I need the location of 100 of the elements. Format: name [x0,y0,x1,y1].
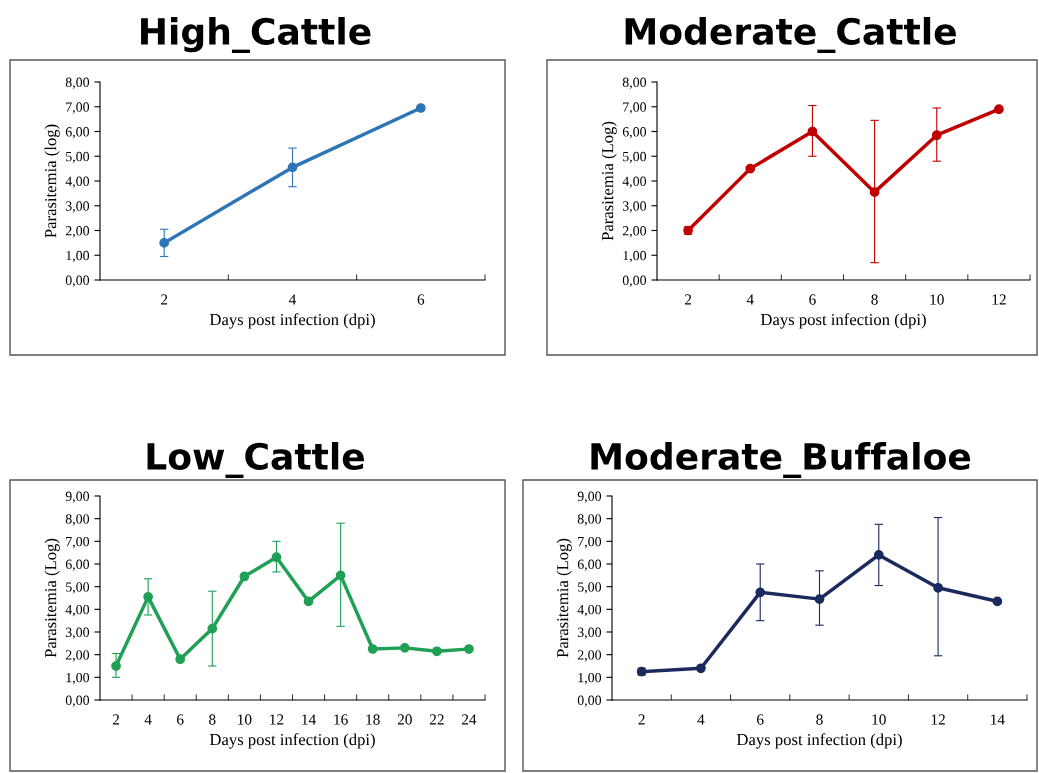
y-tick-label: 0,00 [622,275,647,287]
y-tick-label: 8,00 [65,514,90,526]
y-tick-label: 4,00 [577,604,602,617]
point [175,654,186,665]
point [111,661,121,671]
point [415,103,426,113]
chart-title: Low_Cattle [147,442,364,478]
y-tick-label: 3,00 [65,627,90,639]
point [287,162,298,173]
x-tick-label: 2 [112,714,120,725]
y-tick-label: 3,00 [65,201,90,213]
chart-title: High_Cattle [141,17,371,53]
y-tick-label: 8,00 [577,514,602,526]
x-tick-label: 16 [334,714,348,725]
y-tick-label: 1,00 [623,250,647,263]
point [143,592,153,602]
x-tick-label: 4 [697,714,705,725]
x-tick-label: 10 [238,714,252,725]
point [432,646,442,657]
x-tick-label: 6 [417,294,425,305]
x-tick-label: 4 [746,294,754,305]
x-tick-label: 10 [930,294,944,305]
y-tick-label: 7,00 [66,536,90,549]
x-tick-label: 20 [397,714,412,725]
y-tick-label: 0,00 [65,695,90,707]
x-tick-label: 8 [871,294,878,305]
y-tick-label: 5,00 [578,582,602,594]
y-tick-label: 7,00 [66,102,90,114]
point [207,623,218,634]
point [159,238,170,248]
point [745,163,756,174]
y-tick-label: 1,00 [66,672,90,685]
x-tick-label: 18 [366,714,380,725]
y-axis-title: Parasitemia (log) [44,124,60,238]
x-tick-label: 12 [270,714,284,725]
point [755,587,766,598]
y-tick-label: 0,00 [65,275,90,287]
y-axis-title: Parasitemia (Log) [44,538,60,658]
point [303,596,314,607]
point [992,596,1003,607]
point [807,126,818,137]
x-tick-label: 4 [144,714,152,725]
x-tick-label: 24 [461,714,477,725]
x-tick-label: 6 [177,714,184,725]
x-axis-title: Days post infection (dpi) [209,733,375,749]
point [933,582,943,593]
y-tick-label: 5,00 [66,151,90,164]
x-tick-label: 12 [992,294,1006,305]
x-tick-label: 14 [991,714,1005,725]
y-tick-label: 6,00 [65,127,90,139]
x-axis-title: Days post infection (dpi) [760,313,926,329]
x-tick-label: 6 [757,714,764,725]
y-tick-label: 4,00 [65,604,90,617]
y-tick-label: 1,00 [66,250,90,263]
y-tick-label: 7,00 [578,536,602,549]
point [271,552,282,563]
y-tick-label: 8,00 [65,77,90,89]
x-axis-title: Days post infection (dpi) [209,313,375,329]
point [367,644,378,654]
y-tick-label: 2,00 [622,226,647,238]
point [994,104,1004,115]
x-tick-label: 8 [209,714,216,725]
chart-title: Moderate_Buffaloe [591,442,971,478]
point [335,570,346,581]
y-axis-title: Parasitemia (Log) [556,538,572,658]
point [399,643,410,653]
x-tick-label: 22 [429,714,444,725]
point [873,550,884,560]
chart-title: Moderate_Cattle [625,17,956,53]
y-tick-label: 6,00 [622,127,647,139]
y-tick-label: 5,00 [66,582,90,594]
y-tick-label: 9,00 [577,491,602,503]
point [464,644,474,654]
point [814,594,825,604]
x-tick-label: 2 [684,294,692,305]
y-tick-label: 3,00 [577,627,602,639]
y-tick-label: 2,00 [65,650,90,662]
y-tick-label: 0,00 [577,695,602,707]
x-tick-label: 12 [931,714,945,725]
y-tick-label: 5,00 [623,151,647,164]
x-tick-label: 4 [288,294,297,305]
y-tick-label: 6,00 [577,559,602,571]
x-tick-label: 10 [872,714,886,725]
point [696,663,706,674]
y-tick-label: 9,00 [65,491,90,503]
y-tick-label: 1,00 [578,672,602,685]
x-tick-label: 6 [809,294,816,305]
y-tick-label: 2,00 [577,650,602,662]
y-tick-label: 7,00 [623,102,647,114]
point [931,130,942,141]
x-tick-label: 2 [161,294,168,305]
x-tick-label: 2 [638,714,645,725]
y-tick-label: 3,00 [622,201,647,213]
point [869,187,880,197]
y-axis-title: Parasitemia (Log) [601,121,617,241]
y-tick-label: 8,00 [622,77,647,89]
y-tick-label: 4,00 [65,176,90,188]
y-tick-label: 4,00 [622,176,647,188]
y-tick-label: 6,00 [65,559,90,571]
x-axis-title: Days post infection (dpi) [736,733,902,749]
